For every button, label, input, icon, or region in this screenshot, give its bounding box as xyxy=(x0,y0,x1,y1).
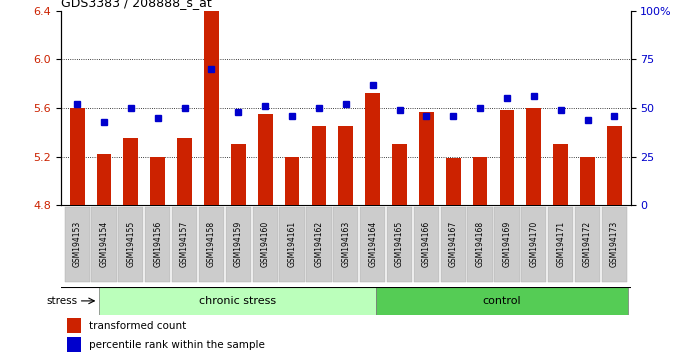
Bar xyxy=(123,138,138,205)
Text: percentile rank within the sample: percentile rank within the sample xyxy=(89,340,265,350)
FancyBboxPatch shape xyxy=(360,207,385,282)
Text: GSM194161: GSM194161 xyxy=(287,221,296,267)
FancyBboxPatch shape xyxy=(253,207,278,282)
FancyBboxPatch shape xyxy=(279,207,304,282)
FancyBboxPatch shape xyxy=(226,207,251,282)
Text: GSM194172: GSM194172 xyxy=(583,221,592,267)
Text: control: control xyxy=(483,296,521,306)
Text: GSM194157: GSM194157 xyxy=(180,221,189,267)
Bar xyxy=(526,108,541,205)
Text: GSM194162: GSM194162 xyxy=(315,221,323,267)
Text: GSM194163: GSM194163 xyxy=(341,221,351,267)
FancyBboxPatch shape xyxy=(467,207,493,282)
FancyBboxPatch shape xyxy=(548,207,574,282)
Bar xyxy=(607,126,622,205)
FancyBboxPatch shape xyxy=(441,207,466,282)
Bar xyxy=(66,318,81,333)
Text: GSM194169: GSM194169 xyxy=(502,221,511,267)
Bar xyxy=(96,154,111,205)
FancyBboxPatch shape xyxy=(118,207,144,282)
Text: GSM194153: GSM194153 xyxy=(73,221,81,267)
Bar xyxy=(204,11,219,205)
Text: GSM194158: GSM194158 xyxy=(207,221,216,267)
Text: stress: stress xyxy=(46,296,77,306)
FancyBboxPatch shape xyxy=(602,207,627,282)
Bar xyxy=(338,126,353,205)
Bar xyxy=(392,144,407,205)
Bar xyxy=(553,144,568,205)
Text: GSM194159: GSM194159 xyxy=(234,221,243,267)
Text: GSM194155: GSM194155 xyxy=(126,221,136,267)
Bar xyxy=(231,144,245,205)
FancyBboxPatch shape xyxy=(306,207,332,282)
Bar xyxy=(285,156,300,205)
Text: GSM194167: GSM194167 xyxy=(449,221,458,267)
Text: GSM194156: GSM194156 xyxy=(153,221,162,267)
FancyBboxPatch shape xyxy=(575,207,600,282)
Bar xyxy=(66,337,81,352)
Bar xyxy=(473,156,487,205)
Text: GDS3383 / 208888_s_at: GDS3383 / 208888_s_at xyxy=(61,0,212,10)
Text: GSM194165: GSM194165 xyxy=(395,221,404,267)
Bar xyxy=(500,110,515,205)
Text: GSM194154: GSM194154 xyxy=(100,221,108,267)
FancyBboxPatch shape xyxy=(64,207,89,282)
FancyBboxPatch shape xyxy=(172,207,197,282)
Text: GSM194170: GSM194170 xyxy=(530,221,538,267)
Bar xyxy=(70,108,85,205)
FancyBboxPatch shape xyxy=(387,207,412,282)
Bar xyxy=(311,126,326,205)
Text: GSM194168: GSM194168 xyxy=(475,221,485,267)
Bar xyxy=(365,93,380,205)
FancyBboxPatch shape xyxy=(92,207,117,282)
Bar xyxy=(258,114,273,205)
Text: GSM194171: GSM194171 xyxy=(556,221,565,267)
Bar xyxy=(580,156,595,205)
FancyBboxPatch shape xyxy=(199,207,224,282)
Bar xyxy=(446,158,460,205)
FancyBboxPatch shape xyxy=(414,207,439,282)
Bar xyxy=(99,287,376,315)
Text: GSM194166: GSM194166 xyxy=(422,221,431,267)
Text: chronic stress: chronic stress xyxy=(199,296,276,306)
Bar xyxy=(177,138,192,205)
Text: transformed count: transformed count xyxy=(89,321,186,331)
Bar xyxy=(376,287,628,315)
FancyBboxPatch shape xyxy=(333,207,359,282)
Text: GSM194164: GSM194164 xyxy=(368,221,377,267)
FancyBboxPatch shape xyxy=(521,207,546,282)
Bar xyxy=(419,112,434,205)
FancyBboxPatch shape xyxy=(145,207,170,282)
Bar xyxy=(151,156,165,205)
Text: GSM194160: GSM194160 xyxy=(260,221,270,267)
FancyBboxPatch shape xyxy=(494,207,519,282)
Text: GSM194173: GSM194173 xyxy=(610,221,619,267)
